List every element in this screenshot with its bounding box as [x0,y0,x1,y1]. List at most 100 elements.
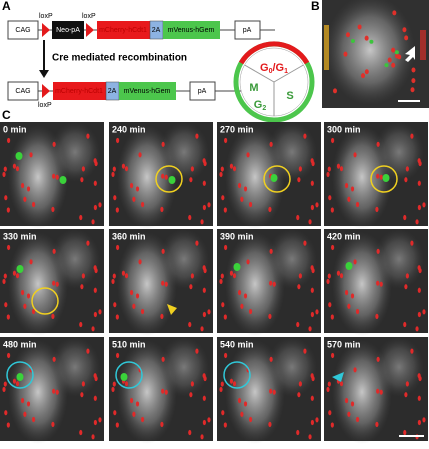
cell [330,314,334,320]
cell [394,50,399,55]
construct-bottom: CAG loxP mCherry-hCdt1 2A mVenus-hGem pA [7,81,265,109]
cell [52,173,56,179]
time-label: 0 min [3,124,27,134]
time-label: 240 min [112,124,146,134]
cell [164,174,168,180]
cell [168,176,176,184]
cell [237,397,242,404]
cell [4,195,8,201]
cell [202,265,206,271]
cell [132,196,136,202]
cell [195,240,199,246]
cell [190,381,194,387]
cell [350,38,355,43]
cell [296,214,300,221]
cell [403,214,407,221]
cell [52,248,56,254]
cell [339,166,344,172]
phase-label: G2 [254,99,267,112]
cell [113,410,117,416]
cell [220,273,224,279]
cell [229,378,234,384]
frame: 330 min [0,229,104,336]
cdt-gene: mCherry-hCdt1 [55,88,103,95]
phase-text: /G [272,62,284,74]
time-label: 420 min [327,231,361,241]
cell [310,180,314,186]
cell [272,281,276,287]
cell [417,373,421,379]
cell [31,416,36,423]
cell [190,273,194,279]
cell [376,141,380,147]
cell [161,173,165,179]
cell [246,152,250,158]
cell [135,401,140,407]
frame: 510 min [109,337,213,444]
cell [20,182,25,189]
cell [417,419,421,426]
cell [223,314,227,320]
cell [2,386,6,393]
cell [310,311,314,318]
cell [160,206,164,212]
cell [269,356,273,362]
cell [31,308,36,315]
cell [350,401,355,407]
cell [223,137,228,144]
cell [161,388,165,394]
cell [207,309,211,315]
cell [308,434,312,440]
cell [298,381,302,387]
cell [55,281,59,287]
cell [303,240,307,246]
cell [189,177,193,183]
cell [93,419,97,426]
cell [59,176,67,184]
cell [12,163,17,169]
cell [111,278,115,285]
cell [355,308,360,315]
highlight [223,361,251,389]
frame: 300 min [324,122,428,229]
cell [15,381,20,387]
cell [350,186,355,192]
cell [360,73,365,79]
cell [405,166,409,172]
cell [404,177,408,183]
timelapse-grid: 0 min 240 min 270 min 300 min 330 min 360 min… [0,122,428,444]
cell [23,303,27,309]
cell [330,352,335,359]
cell [223,352,228,359]
time-label: 510 min [112,339,146,349]
cell [207,417,211,423]
cell [202,204,206,211]
cell [296,429,300,436]
cell [20,397,25,404]
tissue [50,229,100,289]
tissue [50,337,100,397]
cell [364,35,369,41]
tissue [374,229,424,289]
cell [202,395,206,401]
cell [91,219,95,225]
cell [315,309,319,315]
cell [310,204,314,211]
panel-b-image [322,0,429,108]
cell [93,311,97,318]
cell [189,284,193,290]
cell [327,273,331,279]
cell [339,381,344,387]
cell [269,248,273,254]
cell [417,311,421,318]
cell [232,273,237,279]
arrowhead [167,304,177,315]
cell [135,293,140,299]
cell [422,309,426,315]
gem-gene: mVenus-hGem [124,88,171,95]
cell [200,326,204,332]
cell [51,313,55,319]
cell [79,429,83,436]
cell [20,289,25,296]
cell [330,422,334,428]
